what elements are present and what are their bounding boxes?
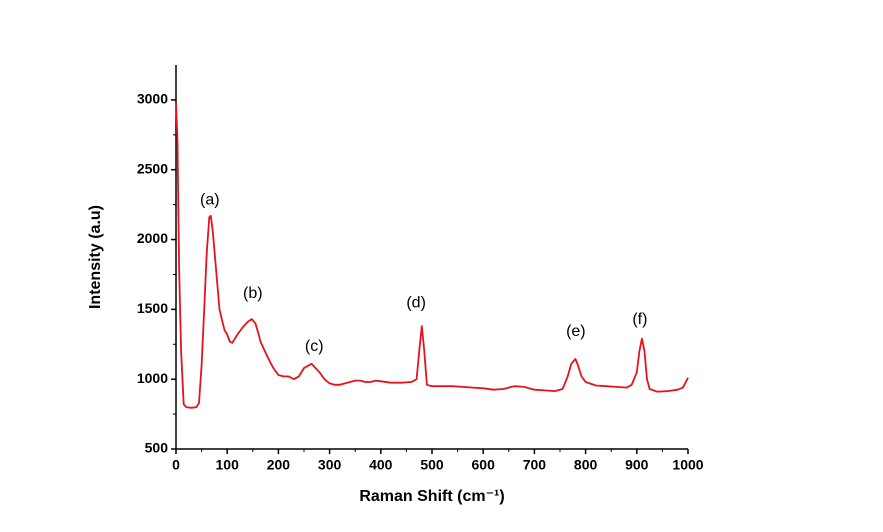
y-tick-label: 500	[145, 440, 169, 456]
x-tick-label: 500	[420, 457, 444, 473]
y-tick-label: 1500	[137, 300, 168, 316]
x-tick-label: 100	[216, 457, 240, 473]
x-tick-label: 900	[625, 457, 649, 473]
y-tick-label: 2500	[137, 160, 168, 176]
spectrum-line	[175, 102, 689, 409]
x-tick-label: 1000	[672, 457, 703, 473]
x-axis-label: Raman Shift (cm⁻¹)	[359, 488, 504, 505]
y-axis-label: Intensity (a.u)	[87, 205, 104, 309]
y-tick-label: 1000	[137, 370, 168, 386]
x-tick-label: 600	[472, 457, 496, 473]
y-tick-label: 2000	[137, 230, 168, 246]
x-tick-label: 800	[574, 457, 598, 473]
peak-label: (f)	[632, 311, 647, 328]
peak-label: (d)	[406, 295, 426, 312]
x-tick-label: 700	[523, 457, 547, 473]
peak-label: (e)	[566, 323, 586, 340]
peak-label: (a)	[200, 191, 220, 208]
y-tick-label: 3000	[137, 91, 168, 107]
x-tick-label: 300	[318, 457, 342, 473]
x-tick-label: 200	[267, 457, 291, 473]
peak-label: (c)	[305, 338, 324, 355]
x-tick-label: 0	[172, 457, 180, 473]
peak-label: (b)	[243, 285, 263, 302]
x-tick-label: 400	[369, 457, 393, 473]
